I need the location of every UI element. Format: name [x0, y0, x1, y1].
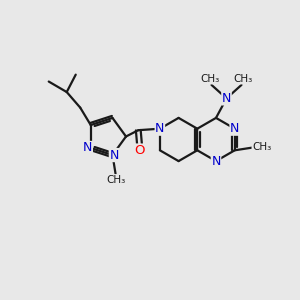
Text: N: N — [83, 142, 92, 154]
Text: N: N — [230, 122, 239, 135]
Text: O: O — [134, 144, 145, 157]
Text: N: N — [155, 122, 165, 135]
Text: CH₃: CH₃ — [106, 175, 125, 184]
Text: CH₃: CH₃ — [200, 74, 220, 84]
Text: N: N — [211, 154, 221, 168]
Text: N: N — [222, 92, 231, 105]
Text: N: N — [109, 148, 119, 161]
Text: CH₃: CH₃ — [252, 142, 271, 152]
Text: CH₃: CH₃ — [233, 74, 253, 84]
